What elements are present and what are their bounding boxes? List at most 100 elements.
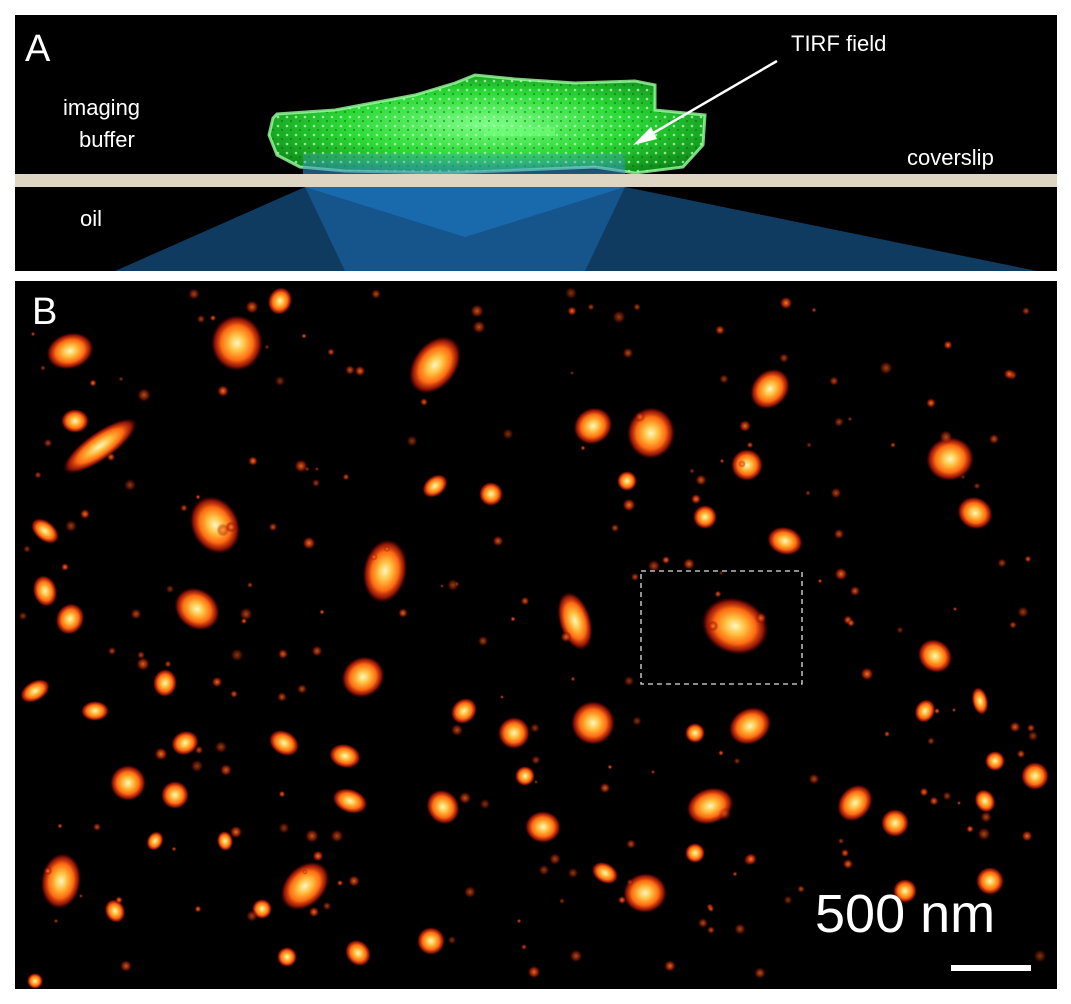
- fluorescent-cluster: [61, 408, 89, 434]
- fluorescent-speckle: [18, 611, 28, 621]
- fluorescent-speckle: [569, 949, 583, 963]
- fluorescent-speckle: [919, 787, 929, 797]
- tirf-field-arrow: [642, 59, 778, 141]
- fluorescent-speckle: [477, 635, 489, 647]
- fluorescent-cluster: [408, 336, 462, 394]
- fluorescent-speckle: [225, 521, 237, 533]
- fluorescent-speckle: [738, 419, 752, 433]
- fluorescent-speckle: [383, 545, 391, 553]
- fluorescent-cluster: [1021, 762, 1049, 790]
- fluorescent-speckle: [319, 609, 325, 615]
- fluorescent-speckle: [1021, 830, 1033, 842]
- fluorescent-speckle: [707, 905, 715, 913]
- fluorescent-speckle: [302, 869, 308, 875]
- fluorescent-speckle: [783, 895, 793, 905]
- panel-a-label: A: [25, 28, 51, 70]
- fluorescent-speckle: [195, 494, 201, 500]
- fluorescent-speckle: [977, 827, 991, 841]
- fluorescent-cluster: [277, 947, 297, 967]
- fluorescent-speckle: [567, 306, 577, 316]
- fluorescent-speckle: [806, 442, 812, 448]
- fluorescent-speckle: [779, 296, 793, 310]
- zoom-region-box: [640, 570, 803, 685]
- fluorescent-speckle: [327, 348, 335, 356]
- fluorescent-speckle: [997, 558, 1007, 568]
- fluorescent-speckle: [43, 438, 53, 448]
- fluorescent-speckle: [808, 773, 820, 785]
- fluorescent-speckle: [879, 361, 893, 375]
- fluorescent-speckle: [632, 716, 642, 726]
- fluorescent-speckle: [943, 340, 953, 350]
- fluorescent-cluster: [31, 518, 59, 544]
- fluorescent-speckle: [883, 730, 891, 738]
- fluorescent-speckle: [92, 822, 102, 832]
- fluorescent-speckle: [564, 286, 578, 300]
- fluorescent-speckle: [973, 482, 981, 490]
- fluorescent-speckle: [1026, 723, 1036, 733]
- fluorescent-cluster: [626, 407, 676, 459]
- fluorescent-speckle: [746, 441, 754, 449]
- cluster-image: [18, 286, 1049, 989]
- fluorescent-speckle: [499, 694, 505, 700]
- fluorescent-speckle: [829, 376, 839, 386]
- fluorescent-speckle: [165, 584, 175, 594]
- fluorescent-speckle: [664, 960, 676, 972]
- fluorescent-speckle: [137, 388, 151, 402]
- fluorescent-speckle: [570, 676, 576, 682]
- fluorescent-cluster: [617, 471, 637, 491]
- fluorescent-speckle: [1021, 306, 1031, 316]
- fluorescent-cluster: [417, 927, 445, 955]
- fluorescent-speckle: [607, 764, 613, 770]
- fluorescent-speckle: [479, 798, 491, 810]
- panel-a-tirf-schematic: A imaging buffer oil coverslip TIRF fiel…: [15, 15, 1057, 271]
- fluorescent-speckle: [927, 737, 935, 745]
- fluorescent-speckle: [79, 508, 91, 520]
- fluorescent-speckle: [734, 923, 746, 935]
- fluorescent-speckle: [194, 905, 202, 913]
- coverslip-label: coverslip: [907, 145, 994, 170]
- fluorescent-speckle: [502, 428, 514, 440]
- fluorescent-speckle: [211, 676, 223, 688]
- fluorescent-speckle: [171, 846, 177, 852]
- fluorescent-speckle: [567, 867, 579, 879]
- fluorescent-speckle: [440, 584, 444, 588]
- fluorescent-speckle: [23, 545, 31, 553]
- tirf-schematic-graphic: [15, 59, 1057, 271]
- fluorescent-speckle: [510, 616, 516, 622]
- fluorescent-speckle: [1016, 749, 1026, 759]
- fluorescent-cluster: [478, 482, 503, 506]
- fluorescent-cluster: [893, 879, 918, 903]
- fluorescent-cluster: [20, 679, 50, 703]
- fluorescent-speckle: [277, 648, 289, 660]
- fluorescent-speckle: [549, 853, 561, 865]
- fluorescent-cluster: [767, 526, 803, 556]
- fluorescent-speckle: [264, 344, 270, 350]
- fluorescent-cluster: [591, 861, 619, 885]
- fluorescent-cluster: [46, 332, 94, 370]
- fluorescent-speckle: [690, 493, 702, 505]
- fluorescent-speckle: [130, 608, 142, 620]
- fluorescent-speckle: [689, 468, 695, 474]
- fluorescent-speckle: [371, 289, 381, 299]
- fluorescent-speckle: [40, 365, 46, 371]
- fluorescent-speckle: [240, 617, 248, 625]
- fluorescent-cluster: [280, 861, 330, 911]
- fluorescent-cluster: [329, 743, 361, 769]
- fluorescent-cluster: [267, 287, 293, 315]
- fluorescent-cluster: [837, 784, 873, 822]
- fluorescent-speckle: [348, 875, 360, 887]
- fluorescent-speckle: [849, 585, 861, 597]
- fluorescent-speckle: [956, 800, 962, 806]
- fluorescent-speckle: [952, 606, 958, 612]
- fluorescent-speckle: [154, 747, 168, 761]
- fluorescent-speckle: [230, 648, 244, 662]
- fluorescent-speckle: [755, 612, 767, 624]
- fluorescent-speckle: [587, 303, 595, 311]
- fluorescent-speckle: [951, 707, 957, 713]
- fluorescent-cluster: [686, 787, 734, 825]
- fluorescent-speckle: [929, 796, 939, 806]
- fluorescent-speckle: [738, 460, 746, 468]
- fluorescent-speckle: [569, 370, 575, 376]
- fluorescent-cluster: [985, 751, 1005, 771]
- fluorescent-speckle: [718, 750, 724, 756]
